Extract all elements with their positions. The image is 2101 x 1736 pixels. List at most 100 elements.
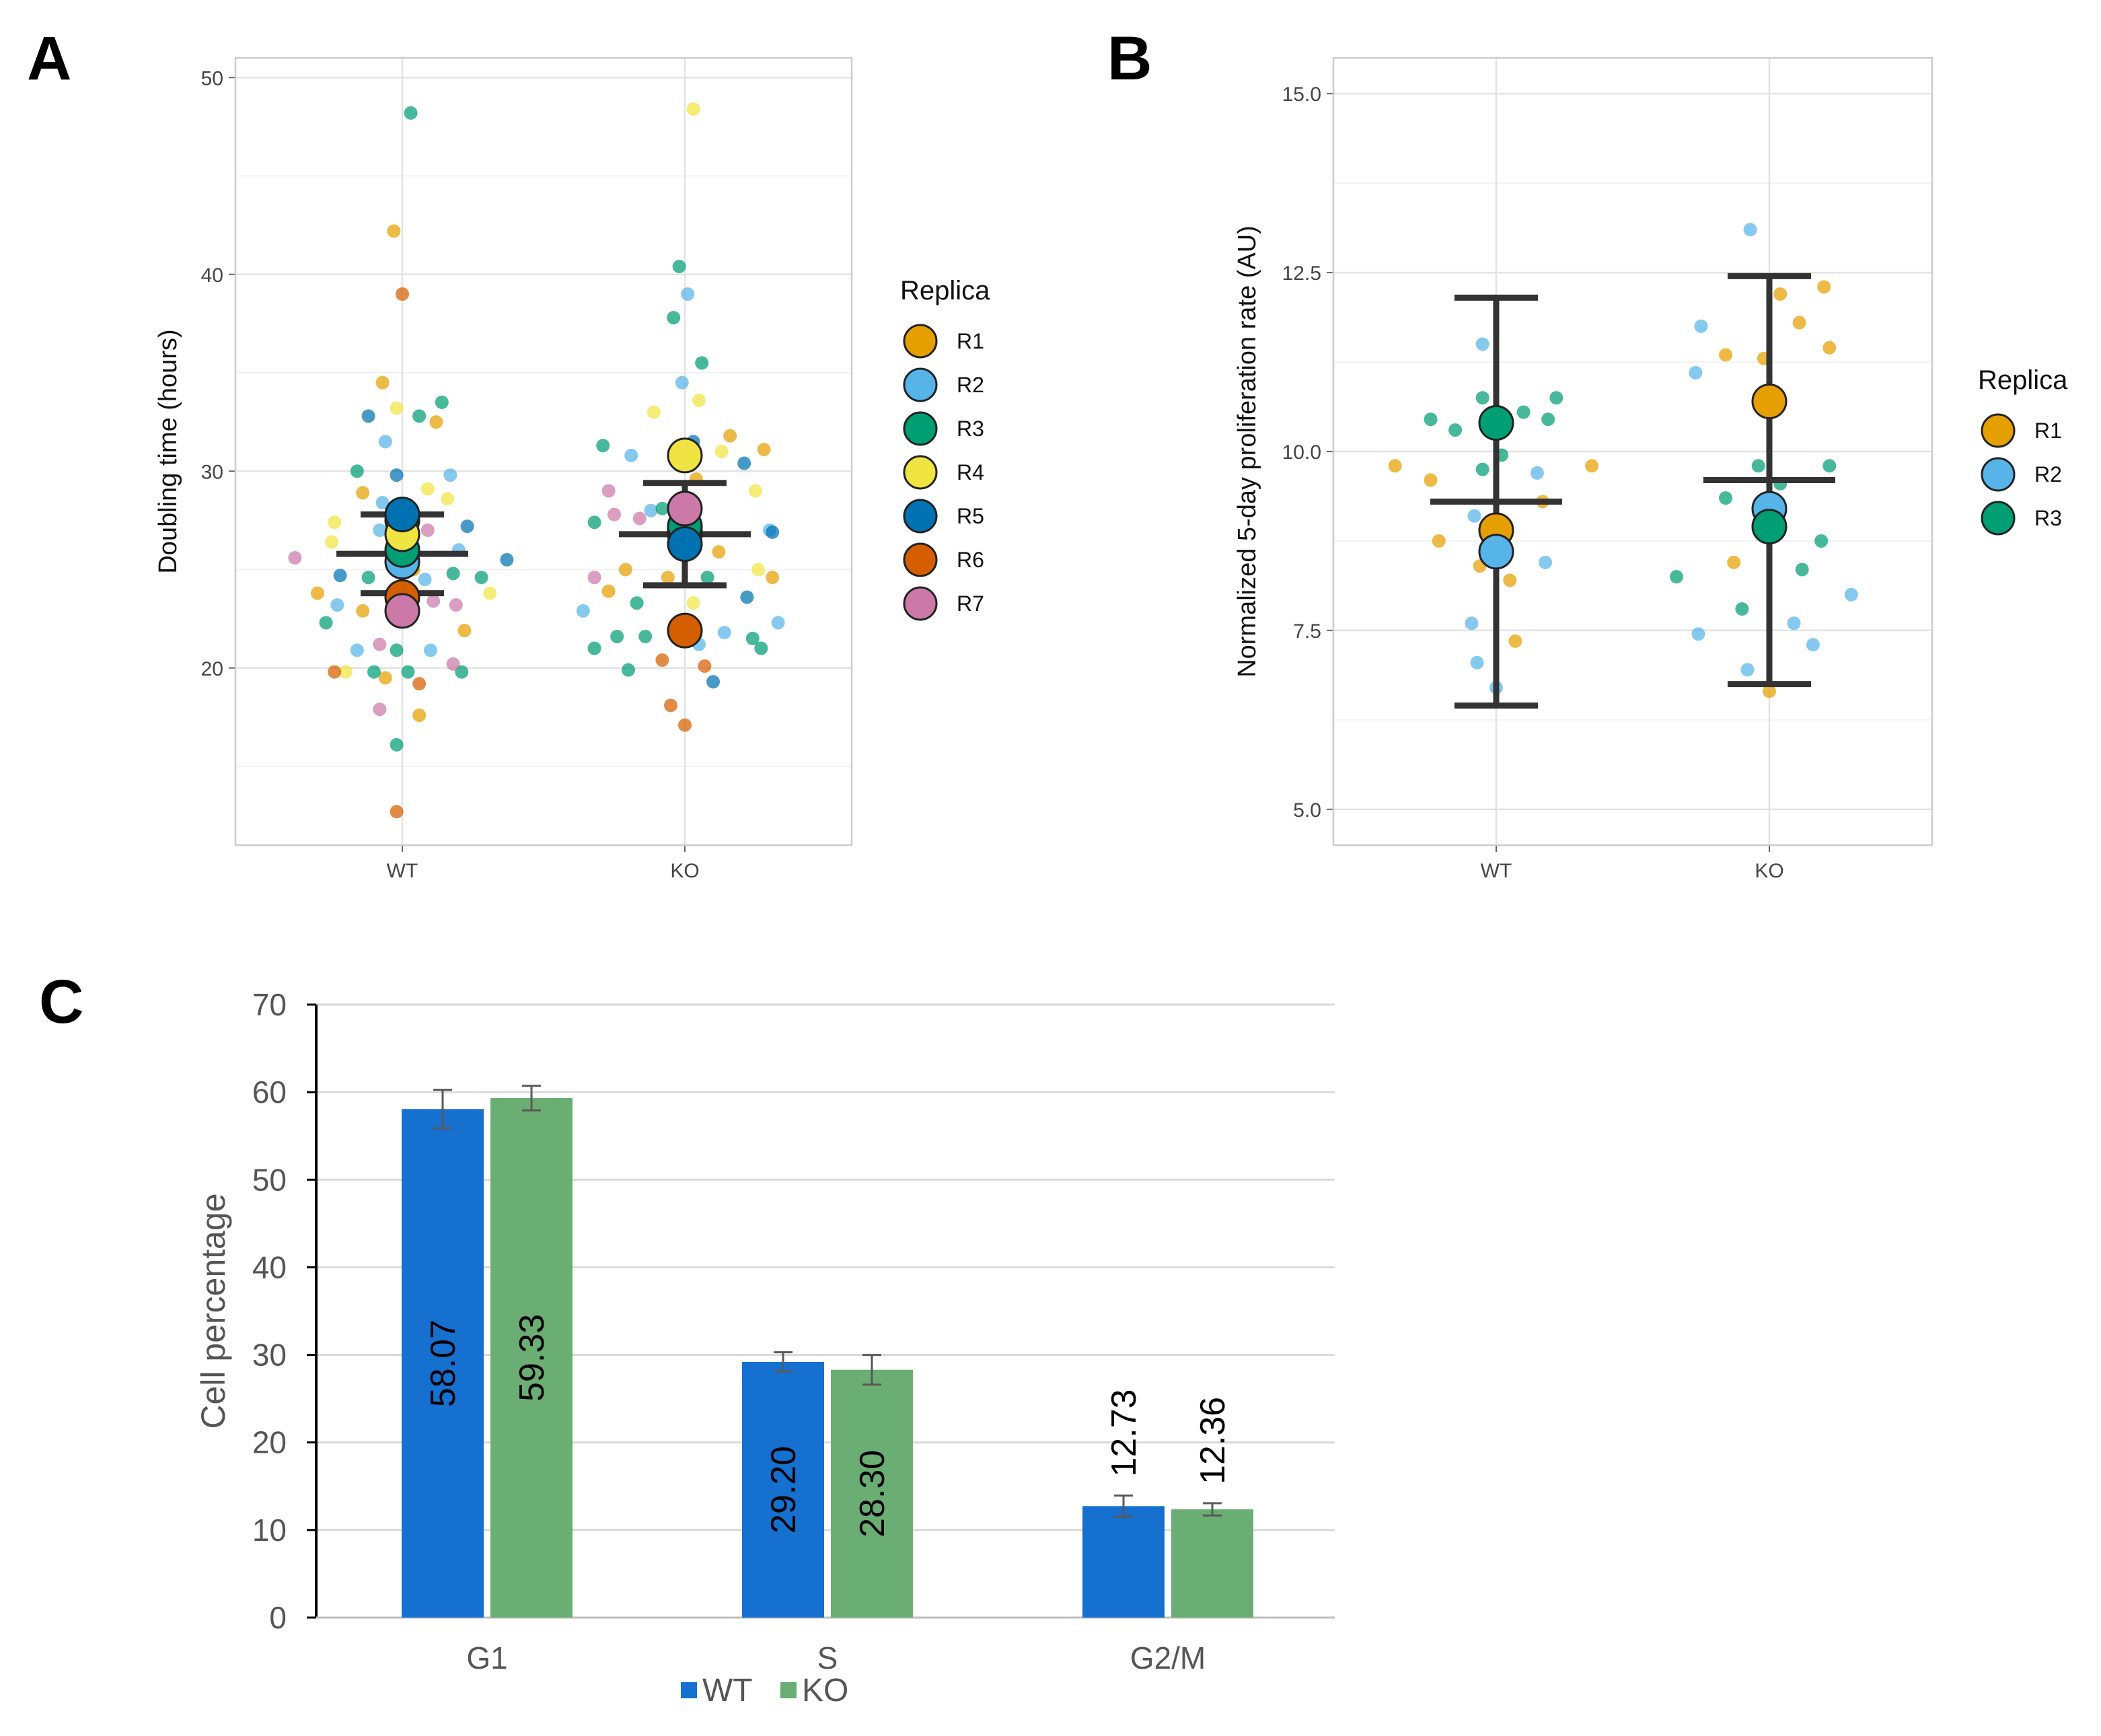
cell-point-r5 — [706, 675, 720, 689]
cell-point-r1 — [1792, 316, 1806, 330]
cell-point-r3 — [412, 409, 427, 423]
cell-point-r4 — [647, 405, 661, 419]
cell-point-r6 — [328, 665, 342, 679]
cell-point-r2 — [1844, 587, 1858, 602]
x-tick-label: S — [817, 1640, 838, 1675]
cell-point-r1 — [1763, 684, 1776, 698]
cell-point-r3 — [1735, 602, 1749, 616]
cell-point-r3 — [446, 567, 460, 581]
legend-title: Replica — [1978, 365, 2068, 395]
cell-point-r5 — [361, 409, 375, 423]
cell-point-r1 — [429, 415, 443, 429]
cell-point-r3 — [1669, 570, 1683, 584]
y-tick-label: 20 — [252, 1425, 287, 1460]
cell-point-r3 — [622, 663, 635, 677]
cell-point-r2 — [675, 375, 689, 390]
cell-point-r4 — [749, 484, 762, 498]
cell-point-r4 — [325, 535, 338, 549]
cell-point-r3 — [390, 643, 404, 657]
cell-point-r1 — [1503, 573, 1517, 587]
bar-wt — [742, 1361, 824, 1618]
replica-mean-r1 — [1751, 384, 1787, 420]
x-tick-label: KO — [1755, 860, 1783, 882]
cell-point-r1 — [311, 586, 324, 600]
cell-point-r3 — [754, 641, 768, 655]
y-tick-label: 10.0 — [1282, 441, 1321, 464]
cell-point-r3 — [390, 737, 404, 752]
cell-point-r2 — [1470, 655, 1484, 670]
replica-mean-r2 — [1478, 534, 1514, 570]
cell-point-r2 — [1694, 319, 1708, 333]
y-axis-title: Normalized 5-day proliferation rate (AU) — [1233, 225, 1261, 678]
cell-point-r3 — [672, 260, 686, 274]
replica-mean-r3 — [1751, 509, 1787, 545]
x-tick-label: KO — [670, 860, 699, 882]
cell-point-r7 — [373, 702, 387, 717]
legend-key-r2 — [903, 367, 938, 402]
cell-point-r3 — [1424, 412, 1438, 427]
panel-letter-c: C — [39, 968, 83, 1036]
legend-label: R2 — [2034, 462, 2062, 486]
cell-point-r2 — [1689, 366, 1703, 379]
cell-point-r4 — [686, 596, 700, 610]
legend-key-r3 — [1981, 501, 2016, 536]
plot-background — [235, 58, 852, 845]
cell-point-r2 — [771, 616, 785, 630]
legend-key-r2 — [1981, 457, 2016, 492]
cell-point-r2 — [1530, 466, 1544, 480]
cell-point-r3 — [319, 616, 333, 630]
cell-point-r3 — [1751, 459, 1765, 473]
cell-point-r6 — [396, 287, 409, 301]
cell-point-r3 — [667, 311, 681, 325]
legend-key-r6 — [903, 542, 938, 577]
cell-point-r5 — [333, 569, 347, 583]
legend-key-r3 — [903, 411, 938, 446]
legend-label: R4 — [957, 460, 984, 484]
cell-point-r3 — [1475, 391, 1489, 405]
cell-point-r5 — [500, 552, 514, 567]
cell-point-r3 — [610, 629, 624, 643]
legend-label: R5 — [957, 504, 984, 528]
y-tick-label: 50 — [252, 1162, 287, 1197]
y-tick-label: 5.0 — [1293, 799, 1321, 822]
cell-point-r3 — [1719, 491, 1733, 505]
cell-point-r4 — [328, 515, 342, 530]
cell-point-r6 — [412, 677, 427, 691]
cell-point-r2 — [1743, 223, 1757, 237]
y-axis-title: Cell percentage — [194, 1193, 232, 1428]
cell-point-r5 — [737, 456, 751, 470]
y-tick-label: 10 — [252, 1513, 287, 1548]
cell-point-r3 — [474, 571, 488, 585]
cell-point-r1 — [1388, 459, 1402, 473]
replica-mean-r7 — [667, 491, 703, 527]
cell-point-r1 — [766, 571, 780, 585]
cell-point-r4 — [751, 563, 766, 577]
cell-point-r2 — [378, 435, 392, 449]
y-tick-label: 30 — [201, 461, 223, 483]
cell-point-r2 — [1806, 638, 1820, 652]
cell-point-r3 — [1549, 391, 1563, 405]
cell-point-r3 — [1814, 534, 1829, 548]
cell-point-r3 — [435, 395, 449, 409]
legend-label: R2 — [957, 373, 984, 397]
cell-point-r2 — [681, 287, 695, 301]
plot-border — [1332, 57, 1933, 846]
cell-point-r5 — [740, 590, 754, 604]
x-tick-label: G2/M — [1130, 1640, 1206, 1675]
legend-label-wt: WT — [702, 1673, 753, 1708]
data-label: 12.73 — [1105, 1389, 1144, 1477]
cell-point-r1 — [1585, 459, 1599, 473]
cell-point-r2 — [717, 626, 731, 640]
cell-point-r5 — [460, 519, 474, 534]
cell-point-r7 — [427, 594, 441, 608]
legend-key-ko — [780, 1682, 797, 1698]
cell-point-r1 — [378, 671, 392, 685]
cell-point-r1 — [723, 429, 737, 443]
cell-point-r1 — [1719, 348, 1733, 362]
cell-point-r5 — [766, 525, 780, 539]
cell-point-r2 — [1539, 555, 1553, 569]
legend-key-r4 — [903, 455, 938, 490]
replica-mean-r7 — [384, 593, 420, 629]
cell-point-r1 — [757, 443, 771, 457]
cell-point-r1 — [1424, 473, 1438, 487]
